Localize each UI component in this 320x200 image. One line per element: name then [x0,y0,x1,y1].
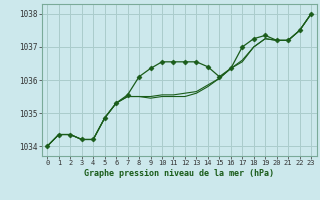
X-axis label: Graphe pression niveau de la mer (hPa): Graphe pression niveau de la mer (hPa) [84,169,274,178]
